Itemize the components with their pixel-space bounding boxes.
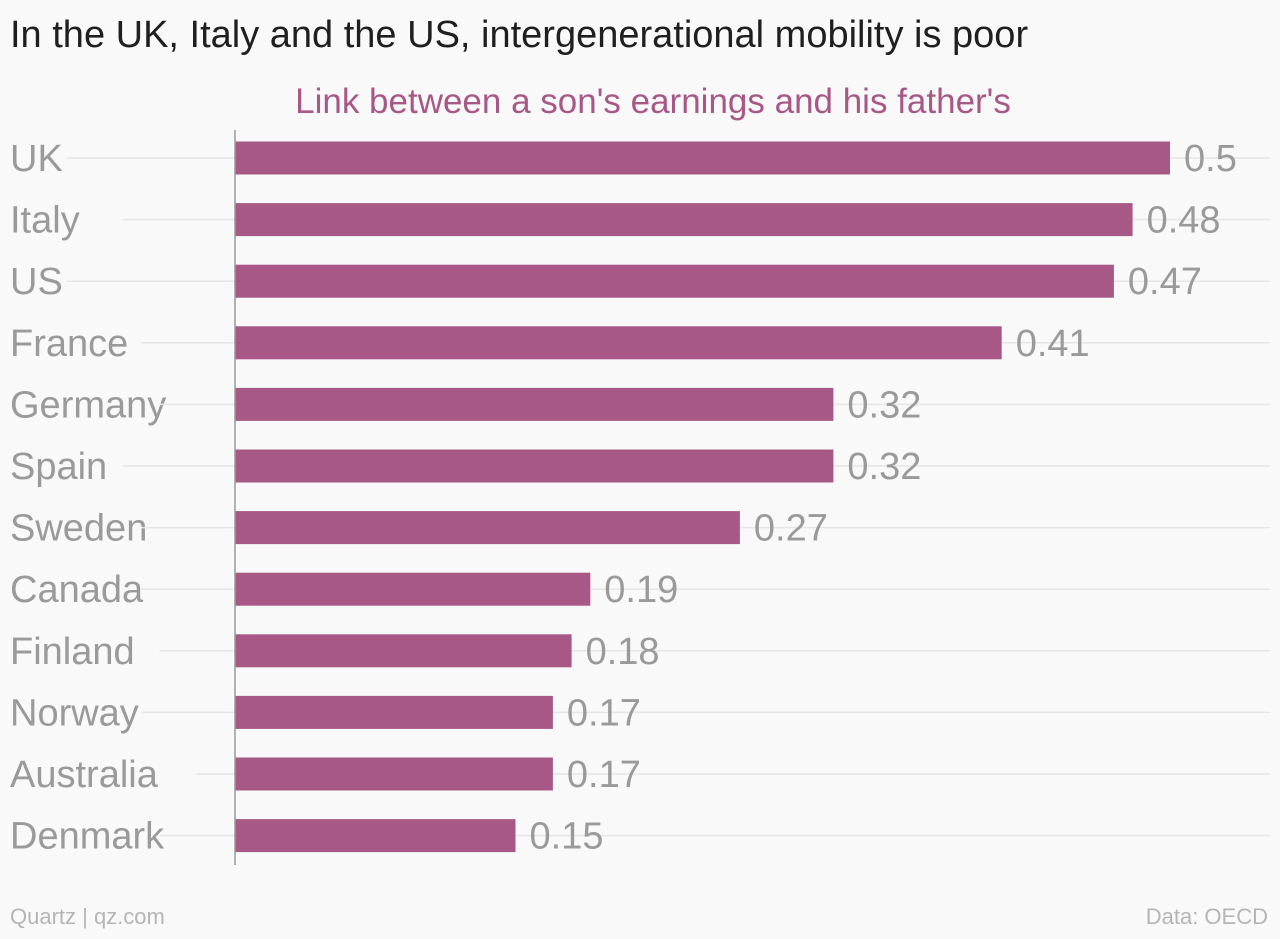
bar <box>235 449 834 483</box>
bar <box>235 264 1114 298</box>
value-label: 0.15 <box>530 816 604 858</box>
data-source: Data: OECD <box>1145 904 1268 929</box>
value-label: 0.18 <box>586 631 660 673</box>
value-label: 0.5 <box>1184 138 1237 180</box>
category-label: Canada <box>10 569 144 611</box>
value-label: 0.32 <box>847 384 921 426</box>
chart-title: In the UK, Italy and the US, intergenera… <box>10 14 1029 56</box>
category-label: Italy <box>10 200 80 242</box>
category-label: Norway <box>10 692 139 734</box>
bar <box>235 203 1133 237</box>
source-credit: Quartz | qz.com <box>10 904 165 929</box>
value-label: 0.27 <box>754 508 828 550</box>
bar <box>235 819 516 853</box>
value-label: 0.17 <box>567 754 641 796</box>
bar <box>235 757 553 791</box>
bar <box>235 387 834 421</box>
category-label: Australia <box>10 754 159 796</box>
category-label: Sweden <box>10 508 147 550</box>
bar <box>235 141 1170 175</box>
value-label: 0.47 <box>1128 261 1202 303</box>
category-label: France <box>10 323 128 365</box>
bar <box>235 572 591 606</box>
bar <box>235 634 572 668</box>
category-label: Finland <box>10 631 135 673</box>
value-label: 0.17 <box>567 692 641 734</box>
category-label: Spain <box>10 446 107 488</box>
bar <box>235 326 1002 360</box>
category-label: UK <box>10 138 63 180</box>
chart-subtitle: Link between a son's earnings and his fa… <box>295 82 1011 121</box>
category-label: US <box>10 261 63 303</box>
value-label: 0.32 <box>847 446 921 488</box>
category-label: Germany <box>10 384 166 426</box>
value-label: 0.48 <box>1147 200 1221 242</box>
bar <box>235 695 553 729</box>
value-label: 0.19 <box>604 569 678 611</box>
value-label: 0.41 <box>1016 323 1090 365</box>
bar <box>235 511 740 545</box>
category-label: Denmark <box>10 816 165 858</box>
